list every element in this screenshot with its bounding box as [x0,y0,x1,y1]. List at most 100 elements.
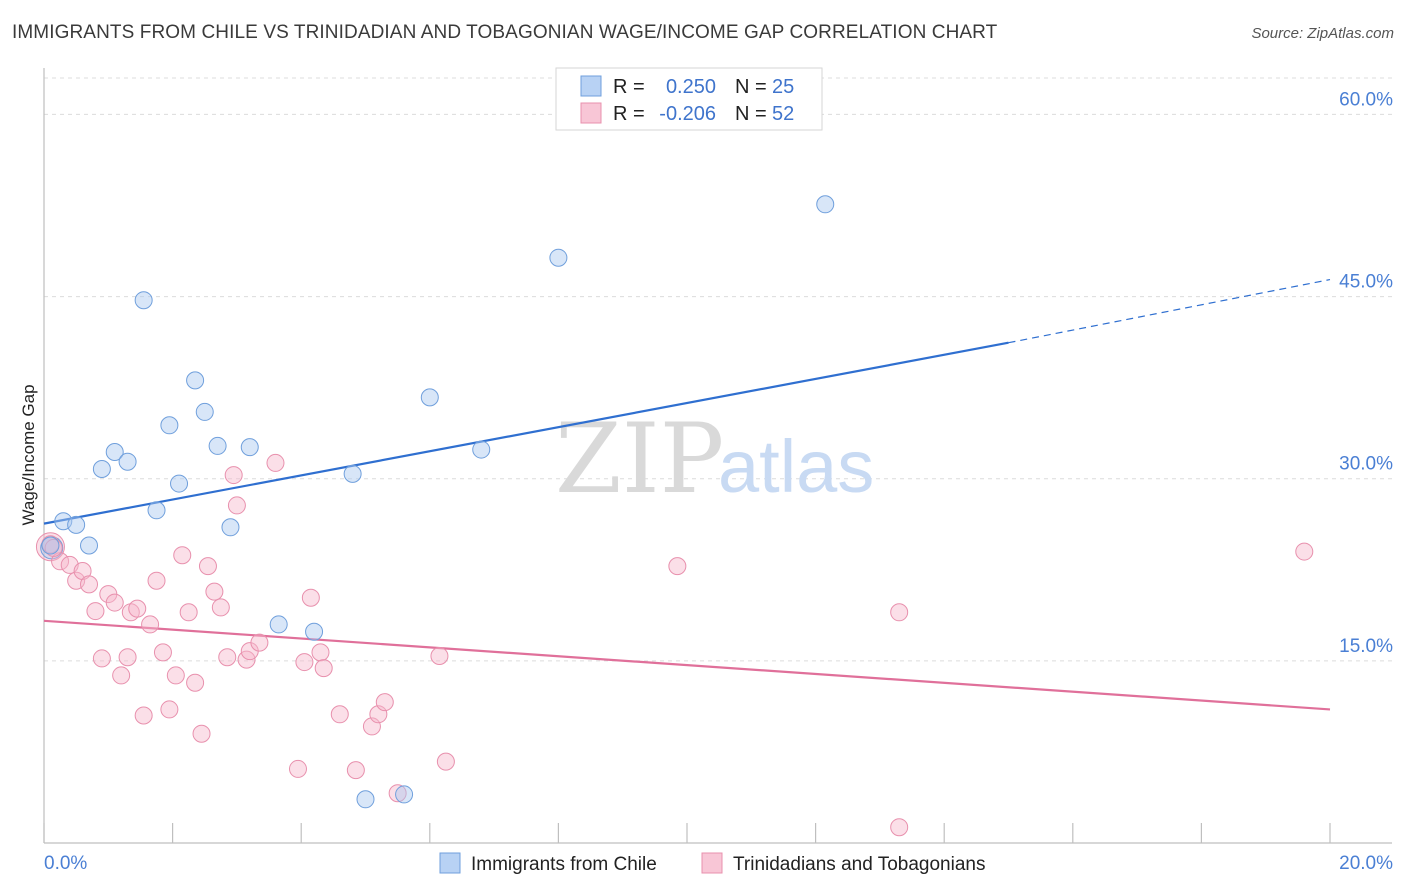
point-chile [816,195,835,214]
point-trinidad [147,571,166,590]
point-chile [269,615,288,634]
point-trinidad [112,666,131,685]
point-chile [105,443,124,461]
point-trinidad [86,602,105,621]
point-trinidad [134,706,153,725]
point-chile [170,474,189,493]
point-trinidad [311,643,330,662]
legend-r-label-2: R = [613,103,645,125]
point-chile [356,790,375,809]
point-trinidad [44,538,63,557]
axes [43,68,1392,844]
point-trinidad [205,582,224,601]
chart-title: IMMIGRANTS FROM CHILE VS TRINIDADIAN AND… [12,22,998,43]
point-chile [147,501,166,520]
legend-r-label-1: R = [613,76,645,98]
legend-n-value-1: 25 [772,76,794,98]
point-trinidad [141,615,160,634]
point-trinidad [388,784,407,803]
point-trinidad [346,761,365,780]
point-trinidad [1295,542,1314,561]
trend-lines [43,278,1331,711]
x-tick-label: 0.0% [44,853,87,874]
y-axis-label: Wage/Income Gap [19,384,38,525]
point-trinidad [173,546,192,565]
point-trinidad [227,496,246,515]
point-trinidad [128,599,147,618]
point-trinidad [186,673,205,692]
legend-r-value-2: -0.206 [659,103,716,125]
point-chile [118,452,137,471]
point-chile [472,440,491,459]
point-chile [208,436,227,455]
point-chile [420,388,439,407]
point-trinidad [295,653,314,672]
point-trinidad [314,659,333,678]
point-chile [41,536,60,555]
trend-line-chile [43,341,1009,525]
point-trinidad [890,603,909,622]
legend-n-value-2: 52 [772,103,794,125]
legend-swatch-pink [580,102,602,124]
point-trinidad [218,648,237,667]
gridlines [44,77,1392,662]
trend-line-trinidad [43,619,1331,711]
legend-r-value-1: 0.250 [666,76,716,98]
legend-n-label-1: N = [735,76,767,98]
source-credit: Source: ZipAtlas.com [1251,25,1394,42]
point-chile [549,248,568,267]
point-chile [395,785,414,804]
point-trinidad [153,643,172,662]
y-tick-label: 60.0% [1339,89,1393,110]
series-legend-label-1: Immigrants from Chile [471,854,657,875]
point-trinidad [160,700,179,719]
series-legend-swatch-blue [439,852,461,874]
series-legend: Immigrants from Chile Trinidadians and T… [439,852,985,875]
series-legend-label-2: Trinidadians and Tobagonians [733,854,985,875]
point-trinidad [211,598,230,617]
series-legend-swatch-pink [701,852,723,874]
watermark-atlas: atlas [718,425,874,508]
data-points [35,195,1314,837]
point-trinidad [436,752,455,771]
point-trinidad [105,593,124,612]
legend-swatch-blue [580,75,602,97]
point-chile [186,371,205,390]
point-chile [92,460,111,478]
point-chile [195,402,214,421]
legend-n-label-2: N = [735,103,767,125]
point-trinidad [288,759,307,778]
point-trinidad [301,588,320,607]
point-trinidad [179,603,198,622]
watermark-zip: ZIP [555,403,724,515]
point-trinidad [80,575,99,594]
point-trinidad [890,818,909,837]
y-tick-label: 45.0% [1339,272,1393,293]
point-trinidad [430,647,449,665]
point-trinidad [375,693,394,712]
point-trinidad [166,666,185,685]
point-trinidad [266,453,285,472]
tick-labels: 15.0% 30.0% 45.0% 60.0% 0.0% 20.0% [44,89,1393,874]
point-trinidad [224,466,243,485]
point-trinidad [198,557,217,576]
point-trinidad [118,648,137,667]
point-trinidad [668,557,687,576]
point-trinidad [250,633,269,652]
point-trinidad [330,705,349,724]
point-chile [305,622,324,641]
point-trinidad [192,724,211,743]
point-chile [343,464,362,483]
point-chile [67,515,86,534]
point-chile [240,438,259,457]
x-tick-label: 20.0% [1339,853,1393,874]
point-chile [134,291,153,310]
stats-legend: R = 0.250 N = 25 R = -0.206 N = 52 [555,67,823,131]
y-tick-label: 15.0% [1339,636,1393,657]
point-chile [80,536,99,555]
point-chile [221,518,240,537]
point-trinidad [92,649,111,668]
y-tick-label: 30.0% [1339,454,1393,475]
point-chile [160,416,179,435]
